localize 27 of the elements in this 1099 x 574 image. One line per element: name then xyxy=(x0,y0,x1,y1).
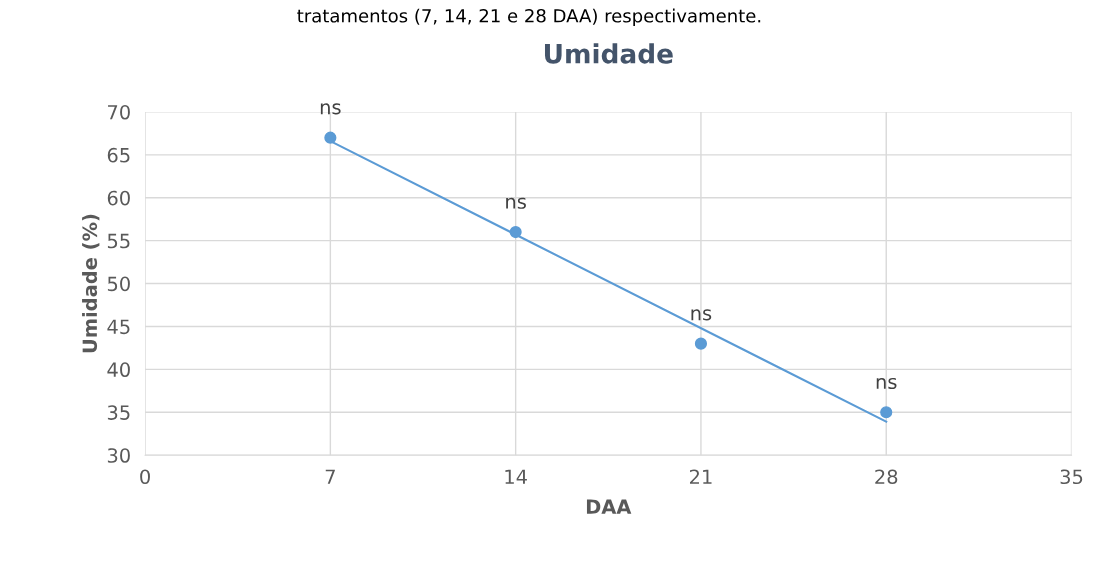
y-tick-label: 60 xyxy=(107,190,130,206)
annotation: ns xyxy=(876,377,897,390)
point xyxy=(694,337,708,350)
x-tick-label: 0 xyxy=(140,469,150,485)
x-tick-label: 35 xyxy=(1060,469,1083,485)
x-tick-label: 28 xyxy=(875,469,898,485)
y-tick-label: 55 xyxy=(107,233,130,249)
x-tick-label: 14 xyxy=(505,469,527,484)
y-axis-title: Umidade (%) xyxy=(82,214,100,353)
annotation: ns xyxy=(320,103,341,115)
x-axis-title: DAA xyxy=(586,499,632,514)
y-tick-label: 70 xyxy=(108,104,130,120)
point xyxy=(880,406,893,419)
y-tick-label: 35 xyxy=(107,405,130,420)
text: tratamentos (7, 14, 21 e 28 DAA) respectivamente. xyxy=(297,8,761,27)
x-tick-label: 21 xyxy=(690,469,712,484)
y-tick-label: 30 xyxy=(107,448,130,463)
y-tick-label: 65 xyxy=(107,147,130,163)
y-tick-label: 50 xyxy=(107,276,130,292)
annotation: ns xyxy=(691,309,712,321)
y-tick-label: 45 xyxy=(107,319,130,335)
chart-title: Umidade xyxy=(544,43,673,64)
y-tick-label: 40 xyxy=(107,362,130,378)
annotation: ns xyxy=(506,197,526,209)
x-tick-label: 7 xyxy=(325,469,335,484)
point xyxy=(509,225,522,239)
point xyxy=(324,131,337,144)
